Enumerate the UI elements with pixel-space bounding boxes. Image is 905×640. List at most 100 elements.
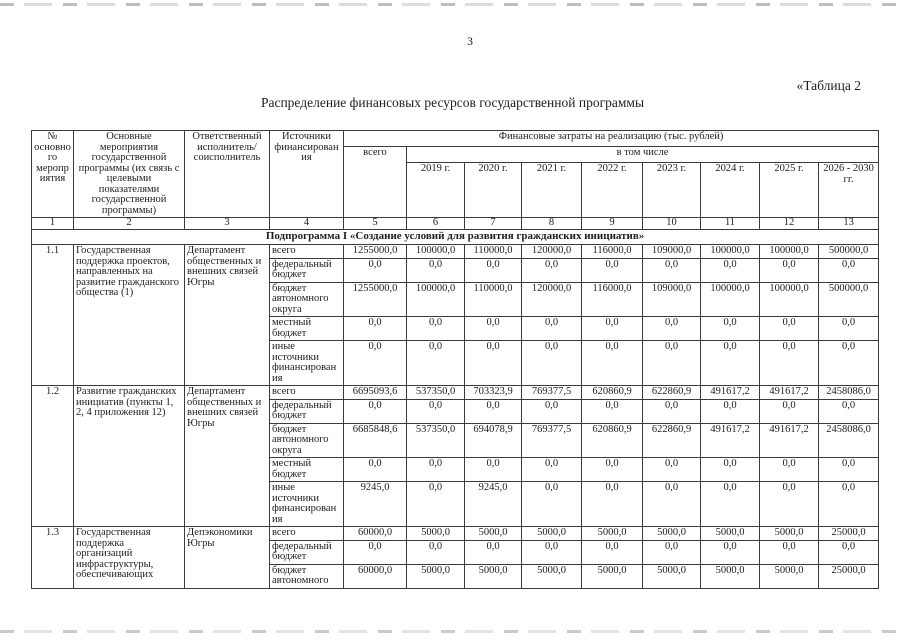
value-cell: 0,0 — [521, 257, 582, 283]
value-cell: 100000,0 — [406, 281, 465, 317]
value-cell: 5000,0 — [700, 526, 760, 541]
funding-source-cell: бюджет автономного округа — [269, 422, 344, 458]
value-cell: 500000,0 — [817, 244, 880, 259]
funding-source-cell: местный бюджет — [269, 316, 344, 341]
header-year-2026-2030: 2026 - 2030 гг. — [817, 162, 880, 218]
executor-cell: Депэкономики Югры — [184, 526, 270, 589]
funding-source-cell: иные источники финансирования — [269, 340, 344, 386]
header-col-executor: Ответственный исполнитель/соисполнитель — [184, 130, 270, 218]
value-cell: 622860,9 — [642, 385, 701, 400]
value-cell: 0,0 — [642, 257, 701, 283]
value-cell: 5000,0 — [464, 526, 522, 541]
activity-cell: Развитие гражданских инициатив (пункты 1… — [73, 385, 185, 527]
value-cell: 0,0 — [464, 316, 522, 341]
column-number-cell: 9 — [581, 217, 643, 230]
value-cell: 0,0 — [759, 481, 819, 527]
row-number-cell: 1.1 — [31, 244, 74, 386]
value-cell: 0,0 — [700, 257, 760, 283]
value-cell: 0,0 — [343, 457, 407, 482]
header-year-2022: 2022 г. — [581, 162, 643, 218]
value-cell: 622860,9 — [642, 422, 701, 458]
value-cell: 0,0 — [700, 398, 760, 424]
value-cell: 537350,0 — [406, 385, 465, 400]
value-cell: 0,0 — [817, 457, 880, 482]
value-cell: 769377,5 — [521, 385, 582, 400]
value-cell: 491617,2 — [700, 422, 760, 458]
value-cell: 0,0 — [581, 481, 643, 527]
value-cell: 100000,0 — [759, 244, 819, 259]
value-cell: 5000,0 — [642, 526, 701, 541]
value-cell: 703323,9 — [464, 385, 522, 400]
column-number-cell: 4 — [269, 217, 344, 230]
value-cell: 0,0 — [343, 398, 407, 424]
header-col-activity: Основные мероприятия государственной про… — [73, 130, 185, 218]
value-cell: 0,0 — [642, 457, 701, 482]
program-row-1.2-source-4: иные источники финансирования 9245,0 0,0 92… — [32, 481, 880, 527]
value-cell: 0,0 — [521, 398, 582, 424]
activity-cell: Государственная поддержка организаций ин… — [73, 526, 185, 589]
value-cell: 0,0 — [642, 340, 701, 386]
value-cell: 2458086,0 — [817, 422, 880, 458]
value-cell: 620860,9 — [581, 422, 643, 458]
program-row-1.3-source-1: федеральный бюджет 0,0 0,0 0,0 0,0 0,0 0,0 0,0 0… — [32, 539, 880, 565]
value-cell: 0,0 — [642, 316, 701, 341]
value-cell: 0,0 — [343, 539, 407, 565]
page-number: 3 — [467, 34, 473, 48]
header-year-2023: 2023 г. — [642, 162, 701, 218]
value-cell: 5000,0 — [521, 526, 582, 541]
value-cell: 116000,0 — [581, 244, 643, 259]
value-cell: 5000,0 — [521, 563, 582, 589]
executor-cell: Департамент общественных и внешних связе… — [184, 385, 270, 527]
value-cell: 0,0 — [464, 340, 522, 386]
program-row-1.2-source-1: федеральный бюджет 0,0 0,0 0,0 0,0 0,0 0,0 0,0 0… — [32, 398, 880, 424]
document-title: Распределение финансовых ресурсов госуда… — [260, 95, 645, 110]
header-including: в том числе — [405, 146, 880, 163]
value-cell: 1255000,0 — [343, 281, 407, 317]
table-header-row-main: № основного мероприятия Основные меропри… — [31, 130, 880, 218]
program-row-1.3-source-2: бюджет автономного 60000,0 5000,0 5000,0 500… — [32, 563, 880, 589]
column-number-cell: 11 — [700, 217, 760, 230]
value-cell: 120000,0 — [521, 281, 582, 317]
value-cell: 60000,0 — [343, 563, 407, 589]
finance-table: № основного мероприятия Основные меропри… — [30, 130, 880, 589]
column-number-cell: 10 — [642, 217, 701, 230]
value-cell: 620860,9 — [581, 385, 643, 400]
value-cell: 0,0 — [759, 316, 819, 341]
column-number-cell: 13 — [817, 217, 880, 230]
value-cell: 110000,0 — [464, 244, 522, 259]
value-cell: 0,0 — [759, 340, 819, 386]
program-row-1.3-source-0: 1.3 Государственная поддержка организаций… — [31, 526, 880, 589]
program-row-1.1-source-0: 1.1 Государственная поддержка проектов, н… — [31, 244, 880, 386]
header-year-2024: 2024 г. — [700, 162, 760, 218]
value-cell: 0,0 — [521, 539, 582, 565]
funding-source-cell: бюджет автономного — [269, 563, 344, 589]
value-cell: 25000,0 — [817, 563, 880, 589]
value-cell: 0,0 — [817, 539, 880, 565]
value-cell: 6685848,6 — [343, 422, 407, 458]
header-year-2019: 2019 г. — [406, 162, 465, 218]
value-cell: 537350,0 — [406, 422, 465, 458]
value-cell: 500000,0 — [817, 281, 880, 317]
program-row-1.1-source-2: бюджет автономного округа 1255000,0 100000… — [32, 281, 880, 317]
value-cell: 769377,5 — [521, 422, 582, 458]
value-cell: 0,0 — [464, 457, 522, 482]
value-cell: 6695093,6 — [343, 385, 407, 400]
value-cell: 0,0 — [521, 457, 582, 482]
value-cell: 0,0 — [642, 481, 701, 527]
value-cell: 0,0 — [581, 539, 643, 565]
value-cell: 100000,0 — [700, 244, 760, 259]
value-cell: 0,0 — [343, 257, 407, 283]
value-cell: 109000,0 — [642, 281, 701, 317]
funding-source-cell: бюджет автономного округа — [269, 281, 344, 317]
value-cell: 9245,0 — [464, 481, 522, 527]
value-cell: 0,0 — [581, 457, 643, 482]
column-number-cell: 7 — [464, 217, 522, 230]
value-cell: 5000,0 — [759, 563, 819, 589]
header-financial-costs: Финансовые затраты на реализацию (тыс. р… — [342, 130, 880, 147]
value-cell: 0,0 — [817, 316, 880, 341]
value-cell: 0,0 — [581, 316, 643, 341]
funding-source-cell: федеральный бюджет — [269, 398, 344, 424]
column-number-cell: 6 — [406, 217, 465, 230]
value-cell: 0,0 — [406, 481, 465, 527]
header-year-2025: 2025 г. — [759, 162, 819, 218]
